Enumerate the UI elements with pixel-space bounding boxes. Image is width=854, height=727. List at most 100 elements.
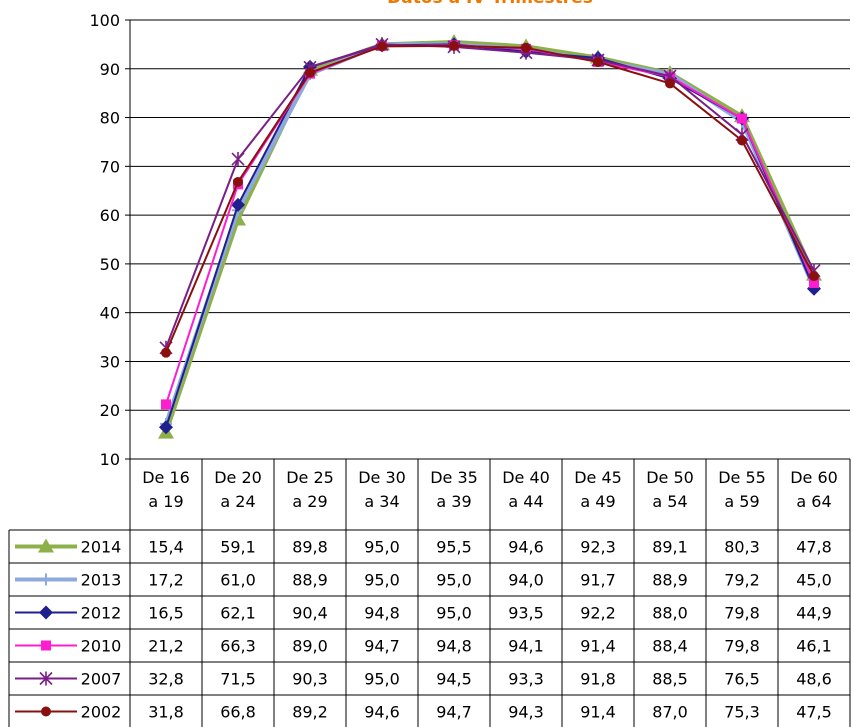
legend-key-marker bbox=[39, 671, 53, 686]
legend-key-marker bbox=[41, 706, 51, 717]
table-cell-value: 16,5 bbox=[148, 604, 184, 623]
data-point-2002 bbox=[521, 42, 531, 53]
table-cell-value: 46,1 bbox=[796, 637, 832, 656]
series-name: 2014 bbox=[81, 538, 122, 557]
table-cell-value: 89,8 bbox=[292, 538, 328, 557]
data-point-2010 bbox=[809, 277, 819, 288]
table-cell-value: 94,6 bbox=[364, 703, 400, 722]
table-cell-value: 91,4 bbox=[580, 703, 616, 722]
category-label: a 24 bbox=[220, 492, 255, 511]
table-cell-value: 80,3 bbox=[724, 538, 760, 557]
category-label: a 39 bbox=[436, 492, 471, 511]
table-cell-value: 21,2 bbox=[148, 637, 184, 656]
category-label: De 25 bbox=[286, 468, 334, 487]
table-cell-value: 88,4 bbox=[652, 637, 688, 656]
table-cell-value: 31,8 bbox=[148, 703, 184, 722]
y-tick-label: 80 bbox=[100, 109, 120, 128]
y-tick-label: 100 bbox=[89, 11, 120, 30]
category-label: a 49 bbox=[580, 492, 615, 511]
category-label: a 29 bbox=[292, 492, 327, 511]
category-label: a 44 bbox=[508, 492, 543, 511]
table-cell-value: 95,0 bbox=[364, 670, 400, 689]
table-cell-value: 88,9 bbox=[292, 571, 328, 590]
series-line-2014 bbox=[164, 39, 816, 434]
table-cell-value: 93,3 bbox=[508, 670, 544, 689]
category-label: a 59 bbox=[724, 492, 759, 511]
table-cell-value: 90,4 bbox=[292, 604, 328, 623]
series-name: 2013 bbox=[81, 571, 122, 590]
table-cell-value: 89,0 bbox=[292, 637, 328, 656]
table-cell-value: 90,3 bbox=[292, 670, 328, 689]
y-tick-label: 50 bbox=[100, 255, 120, 274]
data-point-2012 bbox=[231, 197, 245, 212]
table-cell-value: 94,7 bbox=[436, 703, 472, 722]
y-tick-label: 10 bbox=[100, 450, 120, 469]
table-cell-value: 88,9 bbox=[652, 571, 688, 590]
table-cell-value: 94,0 bbox=[508, 571, 544, 590]
category-label: a 64 bbox=[796, 492, 831, 511]
table-cell-value: 32,8 bbox=[148, 670, 184, 689]
data-point-2002 bbox=[233, 176, 243, 187]
table-cell-value: 95,0 bbox=[436, 604, 472, 623]
category-label: De 35 bbox=[430, 468, 478, 487]
table-cell-value: 66,8 bbox=[220, 703, 256, 722]
table-cell-value: 79,2 bbox=[724, 571, 760, 590]
table-cell-value: 92,3 bbox=[580, 538, 616, 557]
series-name: 2007 bbox=[81, 670, 122, 689]
table-cell-value: 71,5 bbox=[220, 670, 256, 689]
category-label: a 54 bbox=[652, 492, 687, 511]
series-line-2002 bbox=[165, 44, 815, 354]
category-label: De 60 bbox=[790, 468, 838, 487]
category-label: De 50 bbox=[646, 468, 694, 487]
table-cell-value: 44,9 bbox=[796, 604, 832, 623]
y-tick-label: 20 bbox=[100, 401, 120, 420]
data-point-2012 bbox=[159, 420, 173, 435]
table-cell-value: 94,5 bbox=[436, 670, 472, 689]
table-cell-value: 91,4 bbox=[580, 637, 616, 656]
y-tick-label: 30 bbox=[100, 352, 120, 371]
y-tick-label: 70 bbox=[100, 157, 120, 176]
table-cell-value: 94,7 bbox=[364, 637, 400, 656]
data-point-2010 bbox=[161, 399, 171, 410]
category-label: a 34 bbox=[364, 492, 399, 511]
data-point-2002 bbox=[593, 56, 603, 67]
table-cell-value: 59,1 bbox=[220, 538, 256, 557]
table-cell-value: 66,3 bbox=[220, 637, 256, 656]
table-cell-value: 95,0 bbox=[364, 571, 400, 590]
table-cell-value: 94,8 bbox=[364, 604, 400, 623]
table-cell-value: 47,8 bbox=[796, 538, 832, 557]
table-cell-value: 87,0 bbox=[652, 703, 688, 722]
table-cell-value: 76,5 bbox=[724, 670, 760, 689]
data-point-2002 bbox=[809, 271, 819, 282]
legend-key-marker bbox=[39, 605, 53, 620]
series-name: 2012 bbox=[81, 604, 122, 623]
category-label: De 55 bbox=[718, 468, 766, 487]
legend-key-marker bbox=[40, 573, 52, 586]
category-label: De 16 bbox=[142, 468, 190, 487]
table-cell-value: 91,7 bbox=[580, 571, 616, 590]
table-cell-value: 47,5 bbox=[796, 703, 832, 722]
table-cell-value: 75,3 bbox=[724, 703, 760, 722]
table-cell-value: 91,8 bbox=[580, 670, 616, 689]
data-point-2002 bbox=[161, 347, 171, 358]
category-label: De 45 bbox=[574, 468, 622, 487]
legend-key-marker bbox=[38, 538, 54, 553]
y-tick-label: 60 bbox=[100, 206, 120, 225]
data-point-2010 bbox=[737, 113, 747, 124]
y-tick-label: 90 bbox=[100, 60, 120, 79]
data-point-2002 bbox=[665, 78, 675, 89]
table-cell-value: 89,1 bbox=[652, 538, 688, 557]
table-cell-value: 94,1 bbox=[508, 637, 544, 656]
data-point-2002 bbox=[305, 67, 315, 78]
category-label: De 40 bbox=[502, 468, 550, 487]
table-cell-value: 61,0 bbox=[220, 571, 256, 590]
table-cell-value: 88,5 bbox=[652, 670, 688, 689]
series-name: 2002 bbox=[81, 703, 122, 722]
table-cell-value: 95,0 bbox=[436, 571, 472, 590]
legend-key-marker bbox=[41, 640, 51, 651]
table-cell-value: 17,2 bbox=[148, 571, 184, 590]
table-cell-value: 62,1 bbox=[220, 604, 256, 623]
table-cell-value: 89,2 bbox=[292, 703, 328, 722]
table-cell-value: 95,5 bbox=[436, 538, 472, 557]
